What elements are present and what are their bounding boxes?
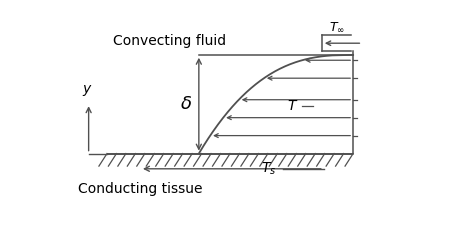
Text: y: y — [82, 82, 91, 96]
Text: δ: δ — [181, 95, 191, 113]
Text: $T_{\infty}$: $T_{\infty}$ — [328, 21, 345, 34]
Text: Convecting fluid: Convecting fluid — [113, 34, 226, 48]
Text: Conducting tissue: Conducting tissue — [78, 182, 202, 196]
Text: $T_s$: $T_s$ — [261, 161, 277, 177]
Text: $T$: $T$ — [287, 99, 298, 113]
